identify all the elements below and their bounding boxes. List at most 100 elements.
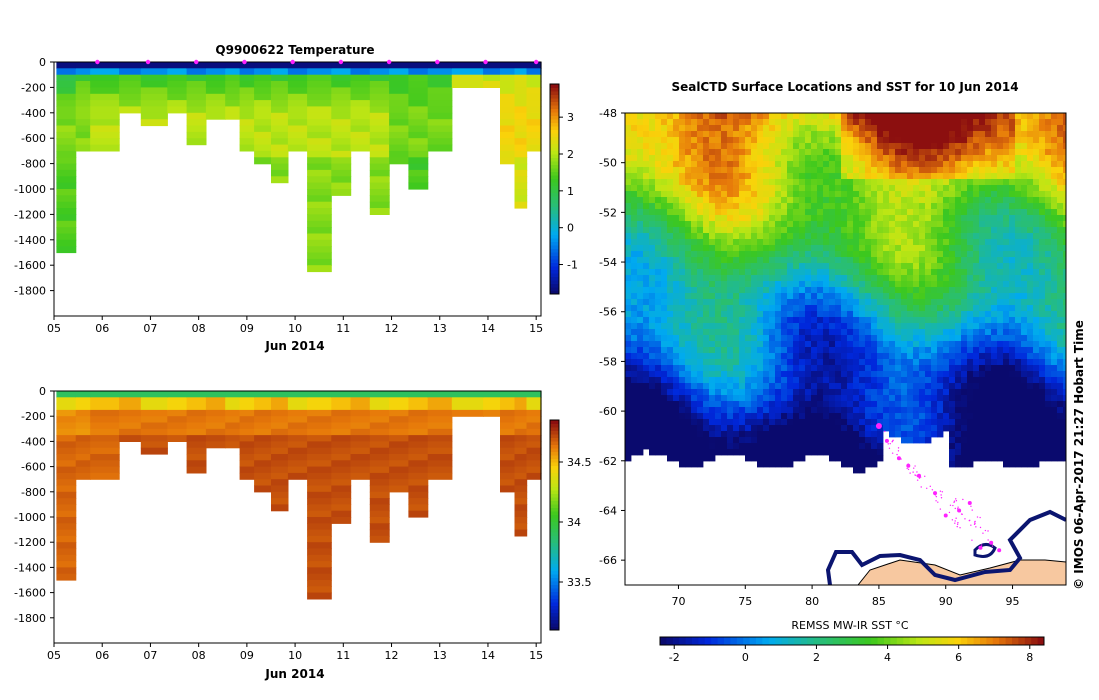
sst-cell xyxy=(673,179,680,186)
sst-cell xyxy=(703,233,710,240)
sst-cell xyxy=(865,371,872,378)
sst-cell xyxy=(865,143,872,150)
sst-cell xyxy=(661,251,668,258)
sst-cell xyxy=(667,197,674,204)
sst-cell xyxy=(643,257,650,264)
salinity-cell xyxy=(331,397,352,405)
sst-cell xyxy=(697,329,704,336)
sst-cell xyxy=(691,329,698,336)
salinity-cell xyxy=(427,472,453,480)
temperature-cell xyxy=(186,68,207,76)
sst-cell xyxy=(949,179,956,186)
sst-cell xyxy=(679,185,686,192)
sst-cell xyxy=(655,227,662,234)
sst-cell xyxy=(829,431,836,438)
sst-cell xyxy=(901,407,908,414)
sst-cell xyxy=(925,335,932,342)
sst-cell xyxy=(913,395,920,402)
sst-cell xyxy=(769,329,776,336)
temperature-cell xyxy=(500,131,516,139)
sst-cell xyxy=(637,377,644,384)
sst-cell xyxy=(715,305,722,312)
sst-cell xyxy=(1021,191,1028,198)
sst-cell xyxy=(1027,395,1034,402)
sst-cell xyxy=(907,407,914,414)
sst-cell xyxy=(787,209,794,216)
sst-cell xyxy=(733,197,740,204)
sst-cell xyxy=(835,269,842,276)
sst-cell xyxy=(649,287,656,294)
salinity-cell xyxy=(307,548,332,556)
sst-cell xyxy=(799,449,806,456)
sst-cell xyxy=(691,161,698,168)
sst-cell xyxy=(997,419,1004,426)
temperature-cell xyxy=(427,62,453,69)
sst-cell xyxy=(757,119,764,126)
salinity-cell xyxy=(239,422,255,430)
sst-cell xyxy=(781,371,788,378)
sst-cell xyxy=(673,449,680,456)
temperature-cell xyxy=(140,87,168,95)
salinity-cell xyxy=(526,441,542,449)
sst-cell xyxy=(673,257,680,264)
sst-cell xyxy=(913,401,920,408)
sst-cell xyxy=(973,455,980,462)
sst-cell xyxy=(901,359,908,366)
sst-cell xyxy=(733,365,740,372)
sst-cell xyxy=(937,299,944,306)
sst-cell xyxy=(877,377,884,384)
temperature-cell xyxy=(307,144,332,152)
sst-cell xyxy=(883,251,890,258)
sst-cell xyxy=(655,395,662,402)
sst-cell xyxy=(829,335,836,342)
sst-cell xyxy=(943,305,950,312)
sst-cell xyxy=(1021,437,1028,444)
sst-cell xyxy=(919,269,926,276)
sst-cell xyxy=(781,281,788,288)
sst-cell xyxy=(661,425,668,432)
sst-cell xyxy=(1027,113,1034,120)
sst-cell xyxy=(967,137,974,144)
sst-cell xyxy=(997,365,1004,372)
sst-cell xyxy=(685,323,692,330)
sst-cell xyxy=(709,449,716,456)
sst-cell xyxy=(637,431,644,438)
x-tick-label: 06 xyxy=(95,322,109,335)
sst-cell xyxy=(739,179,746,186)
sst-cell xyxy=(805,413,812,420)
sst-cell xyxy=(721,215,728,222)
sst-cell xyxy=(709,425,716,432)
sst-cell xyxy=(667,131,674,138)
sst-cell xyxy=(823,293,830,300)
sst-cell xyxy=(715,251,722,258)
sst-cell xyxy=(775,209,782,216)
sst-cell xyxy=(823,353,830,360)
sst-cell xyxy=(1033,119,1040,126)
sst-cell xyxy=(847,311,854,318)
sst-cell xyxy=(673,173,680,180)
sst-cell xyxy=(655,401,662,408)
sst-cell xyxy=(721,161,728,168)
sst-cell xyxy=(775,413,782,420)
colorbar-swatch xyxy=(550,462,559,466)
temperature-cell xyxy=(526,87,542,95)
sst-cell xyxy=(871,239,878,246)
sst-cell xyxy=(877,329,884,336)
sst-cell xyxy=(1033,143,1040,150)
sst-cell xyxy=(985,359,992,366)
sst-cell xyxy=(961,155,968,162)
sst-cell xyxy=(883,215,890,222)
temperature-cell xyxy=(331,62,352,69)
sst-cell xyxy=(637,143,644,150)
sst-cell xyxy=(781,323,788,330)
sst-cell xyxy=(661,395,668,402)
sst-cell xyxy=(733,347,740,354)
sst-cell xyxy=(643,341,650,348)
sst-cell xyxy=(763,449,770,456)
colorbar-swatch xyxy=(550,231,559,235)
sst-cell xyxy=(637,155,644,162)
sst-cell xyxy=(631,215,638,222)
sst-cell xyxy=(979,221,986,228)
sst-cell xyxy=(847,257,854,264)
sst-cell xyxy=(925,359,932,366)
